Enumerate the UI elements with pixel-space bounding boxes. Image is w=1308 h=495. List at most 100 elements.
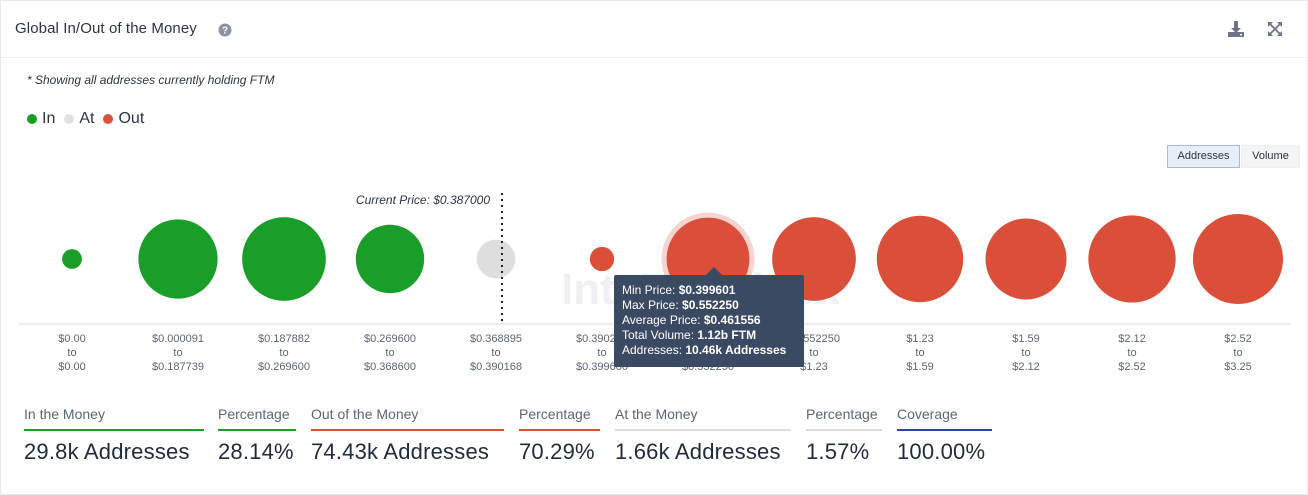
stat-value: 1.66k Addresses xyxy=(615,439,781,464)
tick-label-to-word: to xyxy=(385,347,394,359)
fullscreen-icon[interactable] xyxy=(1267,21,1283,37)
tick-label-from: $1.59 xyxy=(1012,333,1040,345)
tick-label-to-word: to xyxy=(173,347,182,359)
stat-label: In the Money xyxy=(24,406,105,422)
tick-label-from: $0.368895 xyxy=(470,333,522,345)
tick-label-to-word: to xyxy=(491,347,500,359)
tooltip-vol-value: 1.12b FTM xyxy=(697,328,757,342)
tick-label-from: $2.12 xyxy=(1118,333,1146,345)
legend-item-in[interactable]: In xyxy=(27,110,55,128)
legend-label-in: In xyxy=(42,110,56,127)
tick-label-to-word: to xyxy=(279,347,288,359)
card-title: Global In/Out of the Money xyxy=(15,20,197,37)
stat-label: Percentage xyxy=(519,406,591,422)
tick-label-to: $0.00 xyxy=(58,361,86,373)
stat-at-percentage: Percentage 1.57% xyxy=(806,406,882,465)
tick-label-to: $2.52 xyxy=(1118,361,1146,373)
tick-label-to-word: to xyxy=(915,347,924,359)
bubble-in[interactable] xyxy=(242,217,326,301)
bubble-tooltip: Min Price: $0.399601 Max Price: $0.55225… xyxy=(614,275,804,367)
bubble-out[interactable] xyxy=(876,215,964,303)
stat-value: 70.29% xyxy=(519,439,595,464)
tick-label-to: $1.59 xyxy=(906,361,934,373)
addresses-toggle[interactable]: Addresses xyxy=(1167,145,1240,168)
tick-label-to-word: to xyxy=(1021,347,1030,359)
tick-label-to-word: to xyxy=(597,347,606,359)
tick-label-to: $0.269600 xyxy=(258,361,310,373)
stat-out-percentage: Percentage 70.29% xyxy=(519,406,600,465)
chart-legend: In At Out xyxy=(27,110,153,128)
legend-item-out[interactable]: Out xyxy=(103,110,144,128)
tooltip-min-value: $0.399601 xyxy=(678,283,736,297)
bubble-out[interactable] xyxy=(985,218,1067,300)
tooltip-avg-value: $0.461556 xyxy=(703,313,761,327)
stat-label: Percentage xyxy=(218,406,290,422)
stat-in-percentage: Percentage 28.14% xyxy=(218,406,296,465)
stat-label: Percentage xyxy=(806,406,878,422)
tooltip-addr-label: Addresses: xyxy=(622,343,683,357)
tick-label-from: $0.187882 xyxy=(258,333,310,345)
bubble-out[interactable] xyxy=(589,246,615,272)
tick-label-to: $1.23 xyxy=(800,361,828,373)
bubble-out[interactable] xyxy=(1193,214,1283,304)
volume-toggle[interactable]: Volume xyxy=(1241,145,1300,168)
holding-note: * Showing all addresses currently holdin… xyxy=(27,73,275,87)
stat-label: Coverage xyxy=(897,406,958,422)
bubble-at[interactable] xyxy=(476,239,516,279)
tick-label-to-word: to xyxy=(809,347,818,359)
stat-out-of-the-money: Out of the Money 74.43k Addresses xyxy=(311,406,504,465)
stat-label: Out of the Money xyxy=(311,406,419,422)
tooltip-min-label: Min Price: xyxy=(622,283,676,297)
stat-underline xyxy=(311,429,504,431)
tick-label-to-word: to xyxy=(67,347,76,359)
tick-label-to-word: to xyxy=(1233,347,1242,359)
svg-text:?: ? xyxy=(222,26,228,37)
download-icon[interactable] xyxy=(1227,20,1245,38)
stat-label: At the Money xyxy=(615,406,698,422)
stat-in-the-money: In the Money 29.8k Addresses xyxy=(24,406,204,465)
stat-underline xyxy=(806,429,882,431)
stat-underline xyxy=(897,429,992,431)
legend-label-out: Out xyxy=(118,110,145,127)
legend-label-at: At xyxy=(79,110,95,127)
legend-dot-at xyxy=(64,114,75,124)
summary-stats: In the Money 29.8k Addresses Percentage … xyxy=(1,406,1308,486)
tick-label-from: $1.23 xyxy=(906,333,934,345)
stat-at-the-money: At the Money 1.66k Addresses xyxy=(615,406,791,465)
legend-dot-out xyxy=(103,114,114,124)
bubble-in[interactable] xyxy=(138,219,218,299)
stat-underline xyxy=(519,429,600,431)
stat-coverage: Coverage 100.00% xyxy=(897,406,992,465)
tick-label-to: $0.187739 xyxy=(152,361,204,373)
stat-value: 28.14% xyxy=(218,439,294,464)
tick-label-to-word: to xyxy=(1127,347,1136,359)
card-header: Global In/Out of the Money ? xyxy=(1,1,1308,58)
tooltip-avg-label: Average Price: xyxy=(622,313,701,327)
bubble-in[interactable] xyxy=(355,224,425,294)
tick-label-from: $0.269600 xyxy=(364,333,416,345)
help-icon[interactable]: ? xyxy=(218,23,232,37)
current-price-label: Current Price: $0.387000 xyxy=(356,193,490,207)
bubble-in[interactable] xyxy=(62,249,82,269)
tick-label-from: $0.000091 xyxy=(152,333,204,345)
tooltip-addr-value: 10.46k Addresses xyxy=(685,343,787,357)
stat-underline xyxy=(615,429,791,431)
bubble-out[interactable] xyxy=(1088,215,1176,303)
stat-value: 100.00% xyxy=(897,439,986,464)
stat-value: 29.8k Addresses xyxy=(24,439,190,464)
tick-label-from: $0.00 xyxy=(58,333,86,345)
tick-label-from: $2.52 xyxy=(1224,333,1252,345)
tooltip-max-value: $0.552250 xyxy=(682,298,739,312)
tooltip-arrow xyxy=(706,267,722,275)
tooltip-max-label: Max Price: xyxy=(622,298,679,312)
tick-label-to: $0.368600 xyxy=(364,361,416,373)
stat-underline xyxy=(218,429,296,431)
legend-item-at[interactable]: At xyxy=(64,110,94,128)
tooltip-vol-label: Total Volume: xyxy=(622,328,695,342)
legend-dot-in xyxy=(27,114,37,124)
stat-value: 74.43k Addresses xyxy=(311,439,490,464)
stat-underline xyxy=(24,429,204,431)
tick-label-to: $3.25 xyxy=(1224,361,1252,373)
stat-value: 1.57% xyxy=(806,439,870,464)
